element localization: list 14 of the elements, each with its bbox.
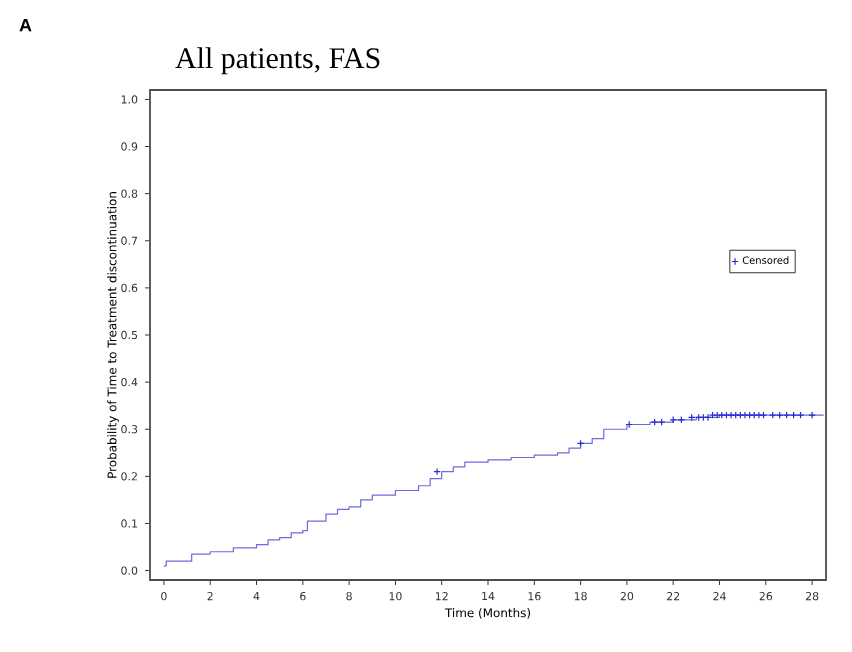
point [782,411,791,419]
point [808,411,816,419]
point [755,411,763,419]
point [727,411,735,419]
point [704,413,712,422]
point [713,411,721,419]
point [741,411,749,419]
point [796,411,805,419]
point [775,411,784,419]
text: A [19,19,32,32]
point [768,411,777,419]
point [433,467,441,476]
point [789,411,798,419]
chart-title: All patients, FAS [175,47,380,75]
